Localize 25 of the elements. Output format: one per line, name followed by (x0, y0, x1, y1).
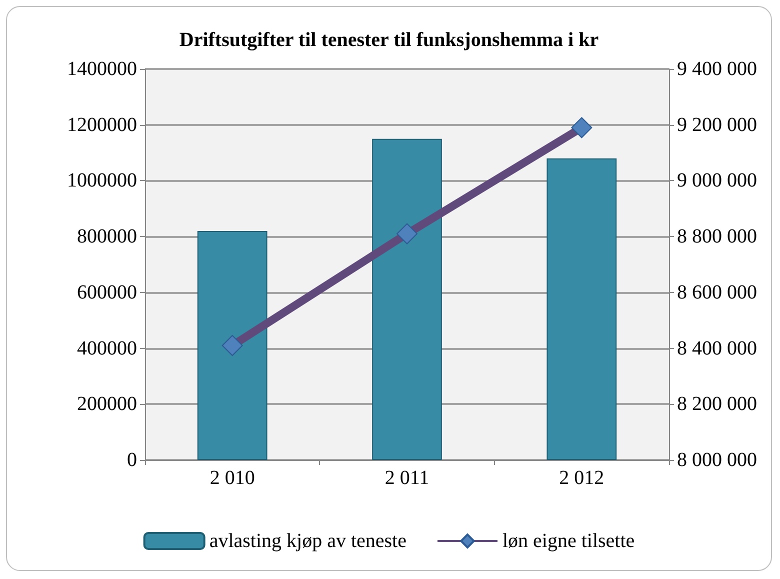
y-tick-label: 1400000 (67, 58, 137, 80)
chart-title: Driftsutgifter til tenester til funksjonshemma i kr (179, 29, 599, 51)
bar (372, 138, 442, 460)
y2-tick-label: 9 400 000 (677, 58, 757, 80)
legend-label: avlasting kjøp av teneste (209, 530, 407, 552)
y-tick-label: 400000 (77, 337, 137, 360)
y2-tick-label: 8 000 000 (677, 449, 757, 471)
x-tick-label: 2 010 (210, 467, 255, 489)
y2-tick-label: 9 000 000 (677, 170, 757, 192)
y-tick-label: 600000 (77, 281, 137, 304)
bar (546, 158, 617, 460)
x-tick-label: 2 011 (384, 467, 430, 489)
y2-tick-label: 9 200 000 (677, 114, 757, 136)
bar (197, 230, 268, 460)
y2-tick-label: 8 600 000 (677, 281, 757, 304)
y-tick-label: 1000000 (67, 170, 137, 192)
y-tick-label: 1200000 (67, 114, 137, 136)
x-tick-label: 2 012 (559, 467, 604, 489)
y-tick-label: 200000 (77, 393, 137, 416)
y2-tick-label: 8 200 000 (677, 393, 757, 416)
y2-tick-label: 8 400 000 (677, 337, 757, 360)
y2-tick-label: 8 800 000 (677, 226, 757, 248)
y-tick-label: 0 (127, 449, 137, 471)
y-tick-label: 800000 (77, 226, 137, 248)
legend-label: løn eigne tilsette (502, 530, 635, 552)
